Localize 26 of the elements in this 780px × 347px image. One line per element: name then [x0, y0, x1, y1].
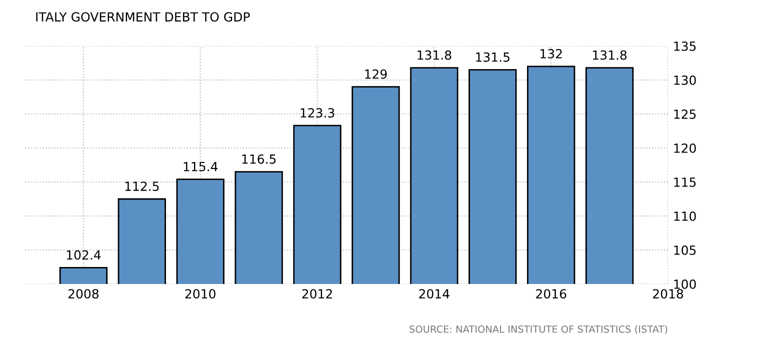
- x-tick-label: 2018: [653, 289, 684, 299]
- data-label: 131.8: [593, 50, 627, 60]
- x-tick-label: 2016: [536, 289, 566, 299]
- x-tick-label: 2012: [302, 289, 332, 299]
- y-tick-label: 100: [674, 279, 696, 289]
- data-label: 123.3: [300, 108, 334, 118]
- data-label: 129: [365, 69, 387, 79]
- data-label: 131.8: [418, 50, 452, 60]
- y-tick-label: 110: [674, 211, 696, 221]
- y-tick-label: 135: [674, 41, 696, 51]
- y-tick-label: 130: [674, 75, 696, 85]
- data-label: 131.5: [476, 52, 510, 62]
- chart-title: ITALY GOVERNMENT DEBT TO GDP: [36, 12, 250, 22]
- y-tick-label: 105: [674, 245, 696, 255]
- source-note: SOURCE: NATIONAL INSTITUTE OF STATISTICS (ISTAT): [410, 325, 668, 334]
- data-label: 116.5: [242, 154, 276, 164]
- y-tick-label: 125: [674, 109, 696, 119]
- data-label: 102.4: [66, 250, 101, 260]
- x-tick-label: 2010: [185, 289, 216, 299]
- data-label: 112.5: [125, 182, 159, 192]
- y-tick-label: 115: [674, 178, 696, 187]
- data-label: 115.4: [184, 162, 218, 172]
- x-tick-label: 2014: [419, 289, 450, 299]
- y-tick-label: 120: [674, 143, 696, 153]
- x-tick-label: 2008: [68, 289, 99, 299]
- data-label: 132: [540, 48, 562, 58]
